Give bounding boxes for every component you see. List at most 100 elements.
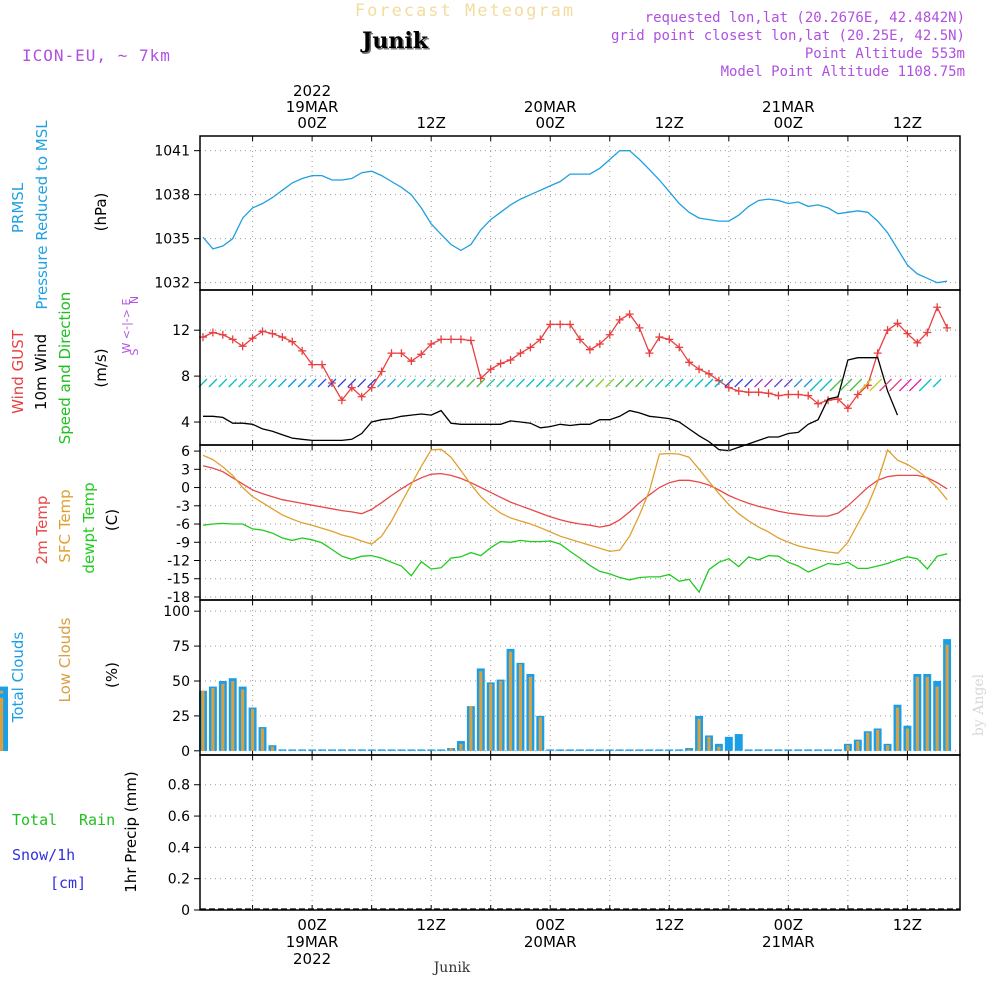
wind-direction-arrow <box>387 378 396 388</box>
low-cloud-bar <box>479 671 483 751</box>
total-cloud-bar <box>754 749 763 751</box>
gust-marker <box>764 389 773 398</box>
gust-marker <box>665 335 674 344</box>
low-cloud-bar <box>925 676 929 751</box>
wind-direction-arrow <box>486 378 496 388</box>
wind-direction-arrow <box>859 378 873 392</box>
temp-ytick-label: 6 <box>181 444 190 460</box>
gust-marker <box>447 335 456 344</box>
gust-marker <box>357 392 366 401</box>
snow-unit-label: [cm] <box>50 874 86 892</box>
low-cloud-bar <box>221 683 225 751</box>
temp-series-line <box>202 465 948 528</box>
gust-marker <box>754 388 763 397</box>
wind-direction-arrow <box>357 378 367 388</box>
wind-direction-arrow <box>754 378 764 388</box>
wind-series-line <box>203 357 899 452</box>
gust-marker <box>308 360 317 369</box>
top-time-label: 21MAR <box>762 98 815 116</box>
compass-s: S <box>128 348 141 355</box>
temp2m-label: 2m Temp <box>33 496 51 565</box>
total-cloud-bar <box>556 749 565 751</box>
point-altitude: Point Altitude 553m <box>805 46 965 62</box>
temp-series-line <box>202 522 948 594</box>
total-cloud-bar <box>318 749 327 751</box>
wind-direction-arrow <box>297 378 307 388</box>
wind-direction-arrow <box>783 378 793 388</box>
gust-marker <box>248 334 257 343</box>
wind-direction-arrow <box>615 378 625 388</box>
pressure-ytick-label: 1041 <box>154 144 190 160</box>
footer-location: Junik <box>432 960 471 976</box>
wind-direction-arrow <box>595 378 605 388</box>
gust-marker <box>585 345 594 354</box>
total-cloud-bar <box>437 749 446 751</box>
wind-direction-arrow <box>654 378 664 388</box>
total-cloud-bar <box>377 749 386 751</box>
total-cloud-bar <box>615 749 624 751</box>
wind-direction-arrow <box>879 378 893 392</box>
total-cloud-bar <box>566 749 575 751</box>
low-cloud-bar <box>895 707 900 751</box>
top-time-label: 20MAR <box>524 98 577 116</box>
wind-direction-arrow <box>545 378 555 388</box>
total-cloud-bar <box>288 749 297 751</box>
wind-direction-arrow <box>793 378 803 388</box>
gust-marker <box>407 357 416 366</box>
bottom-time-label: 12Z <box>655 916 684 934</box>
total-cloud-bar <box>764 749 773 751</box>
precip-ytick-label: 0.6 <box>168 809 190 825</box>
bottom-time-label: 12Z <box>893 916 922 934</box>
gust-marker <box>724 383 733 392</box>
wind-direction-arrow <box>267 378 277 388</box>
wind-direction-arrow <box>506 378 516 388</box>
wind-direction-arrow <box>734 378 744 388</box>
low-cloud-label: Low Clouds <box>56 617 74 702</box>
cloud-ytick-label: 75 <box>172 639 190 655</box>
gust-marker <box>238 342 247 351</box>
location-title-front: Junik <box>360 28 429 54</box>
total-cloud-bar <box>774 749 783 751</box>
low-cloud-bar <box>469 706 473 751</box>
top-time-label: 2022 <box>293 82 331 100</box>
pressure-panel: 1032 1035 1038 1041 <box>154 135 961 292</box>
total-cloud-bar <box>645 749 654 751</box>
total-cloud-bar <box>595 749 604 751</box>
wind-direction-arrow <box>764 378 773 388</box>
gust-marker <box>903 329 912 338</box>
low-cloud-bar <box>528 676 532 751</box>
wind-direction-arrow <box>535 378 545 388</box>
low-cloud-bar <box>0 697 4 751</box>
total-cloud-bar <box>546 749 555 751</box>
gust-marker <box>655 333 664 342</box>
gust-marker <box>268 329 277 338</box>
wind-direction-arrow <box>406 378 416 388</box>
bottom-time-label: 12Z <box>416 916 445 934</box>
gust-marker <box>576 335 584 344</box>
wind-direction-arrow <box>287 378 297 388</box>
wind-dir-label: Speed and Direction <box>56 292 74 445</box>
gust-marker <box>804 391 813 400</box>
faded-title: Forecast Meteogram <box>355 1 575 21</box>
gust-marker <box>635 323 644 332</box>
gust-marker <box>516 349 525 358</box>
gust-marker <box>853 390 862 399</box>
temp-frame <box>199 444 961 601</box>
total-cloud-bar <box>308 749 317 751</box>
cloud-ytick-label: 0 <box>181 744 190 760</box>
gust-marker <box>526 343 535 352</box>
total-cloud-bar <box>833 749 842 751</box>
wind-direction-arrow <box>238 378 248 388</box>
low-cloud-bar <box>856 741 860 751</box>
wind-direction-arrow <box>918 378 932 392</box>
gust-marker <box>695 365 704 374</box>
gust-marker <box>486 365 495 374</box>
total-cloud-bar <box>724 736 733 751</box>
total-cloud-bar <box>407 749 416 751</box>
top-time-label: 12Z <box>893 114 922 132</box>
gust-marker <box>933 303 942 312</box>
pressure-ytick-label: 1035 <box>154 232 190 248</box>
low-cloud-bar <box>241 689 245 751</box>
low-cloud-bar <box>905 728 910 751</box>
top-time-label: 00Z <box>536 114 565 132</box>
